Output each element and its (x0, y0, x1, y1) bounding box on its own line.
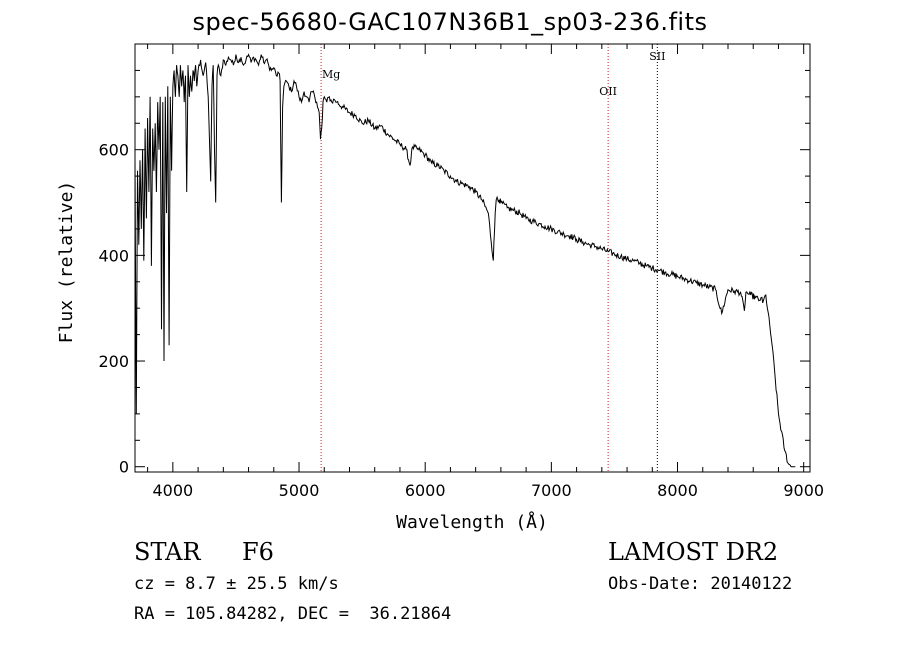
spectrum-line (134, 53, 796, 468)
subclass-text: F6 (242, 538, 274, 566)
y-tick-label: 600 (98, 141, 129, 160)
x-tick-label: 7000 (531, 481, 572, 500)
x-axis-label: Wavelength (Å) (396, 511, 548, 533)
x-tick-label: 4000 (152, 481, 193, 500)
survey-text: LAMOST DR2 (608, 538, 779, 566)
y-tick-label: 200 (98, 352, 129, 371)
ra-dec-text: RA = 105.84282, DEC = 36.21864 (134, 604, 452, 624)
line-label-sii: SII (649, 50, 665, 63)
object-type-text: STAR (134, 538, 201, 566)
y-axis-label: Flux (relative) (56, 181, 77, 344)
x-tick-label: 6000 (405, 481, 446, 500)
redshift-text: cz = 8.7 ± 25.5 km/s (134, 574, 339, 594)
obs-date-text: Obs-Date: 20140122 (608, 574, 793, 594)
y-tick-label: 0 (119, 458, 129, 477)
y-tick-label: 400 (98, 246, 129, 265)
x-tick-label: 5000 (279, 481, 320, 500)
line-label-mg: Mg (322, 68, 340, 81)
line-label-oii: OII (599, 85, 617, 98)
x-tick-label: 9000 (783, 481, 824, 500)
plot-frame (134, 43, 811, 473)
x-tick-label: 8000 (657, 481, 698, 500)
chart-title: spec-56680-GAC107N36B1_sp03-236.fits (192, 8, 708, 36)
